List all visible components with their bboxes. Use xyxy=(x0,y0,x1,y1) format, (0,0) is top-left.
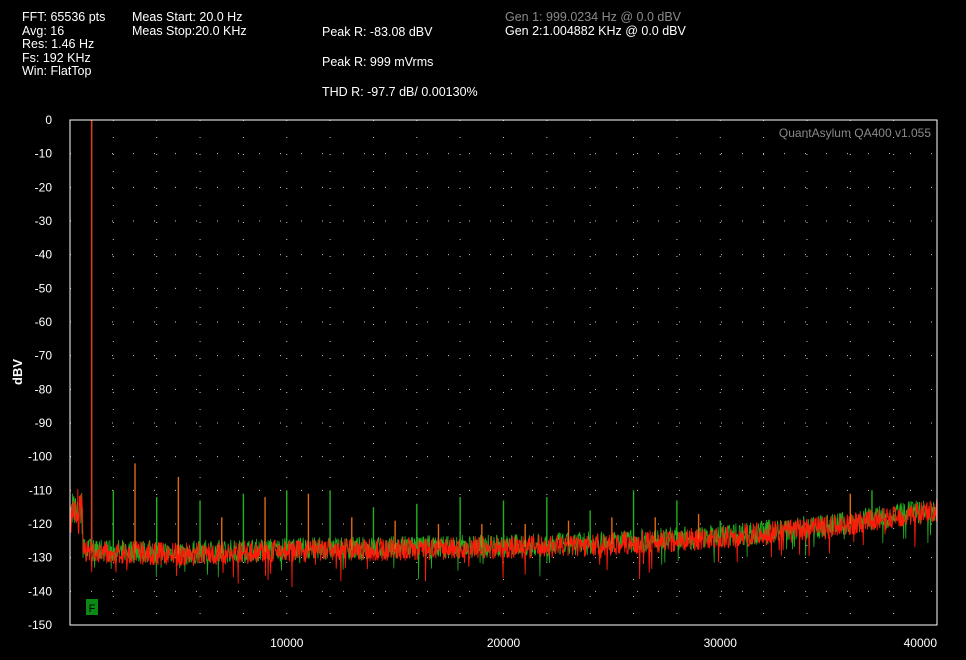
y-tick-label: -30 xyxy=(35,214,53,228)
y-tick-label: -20 xyxy=(35,180,53,194)
y-tick-label: -100 xyxy=(28,450,52,464)
window-type: Win: FlatTop xyxy=(22,64,92,78)
y-tick-label: -70 xyxy=(35,349,53,363)
peak-mvrms: Peak R: 999 mVrms xyxy=(322,55,434,69)
y-tick-label: -120 xyxy=(28,517,52,531)
thd-readout: THD R: -97.7 dB/ 0.00130% xyxy=(322,85,478,99)
meas-stop: Meas Stop:20.0 KHz xyxy=(132,23,247,38)
watermark: QuantAsylum QA400 v1.055 xyxy=(779,126,931,140)
gen2-readout: Gen 2:1.004882 KHz @ 0.0 dBV xyxy=(505,23,686,38)
x-tick-label: 10000 xyxy=(270,636,304,650)
generator-block: Gen 1: 999.0234 Hz @ 0.0 dBV Gen 2:1.004… xyxy=(505,10,686,38)
y-tick-label: -150 xyxy=(28,618,52,632)
y-tick-label: 0 xyxy=(45,113,52,127)
marker-f[interactable]: F xyxy=(86,599,98,615)
measurement-range: Meas Start: 20.0 Hz Meas Stop:20.0 KHz xyxy=(132,10,247,38)
resolution: Res: 1.46 Hz xyxy=(22,37,95,51)
y-tick-label: -80 xyxy=(35,382,53,396)
marker-label: F xyxy=(89,603,96,615)
y-tick-label: -50 xyxy=(35,281,53,295)
y-tick-label: -90 xyxy=(35,416,53,430)
y-tick-label: -10 xyxy=(35,147,53,161)
x-axis-ticks: 10000 20000 30000 40000 xyxy=(270,636,937,650)
fft-settings-block: FFT: 65536 pts Avg: 16 Res: 1.46 Hz Fs: … xyxy=(22,10,106,79)
averages: Avg: 16 xyxy=(22,23,65,38)
x-tick-label: 20000 xyxy=(487,636,521,650)
fft-points: FFT: 65536 pts xyxy=(22,10,106,24)
traces xyxy=(69,120,938,588)
peak-dbv: Peak R: -83.08 dBV xyxy=(322,25,433,39)
gen1-readout: Gen 1: 999.0234 Hz @ 0.0 dBV xyxy=(505,10,681,24)
y-axis-label: dBV xyxy=(10,359,25,385)
y-tick-label: -110 xyxy=(29,483,52,497)
meas-start: Meas Start: 20.0 Hz xyxy=(132,10,243,24)
y-tick-label: -60 xyxy=(35,315,53,329)
y-tick-label: -140 xyxy=(28,584,52,598)
sample-rate: Fs: 192 KHz xyxy=(22,50,91,65)
x-tick-label: 30000 xyxy=(704,636,738,650)
x-tick-label: 40000 xyxy=(904,636,938,650)
y-axis-ticks: 0 -10 -20 -30 -40 -50 -60 -70 -80 -90 -100 -110 -120… xyxy=(28,113,52,632)
plot-frame xyxy=(69,119,938,626)
y-tick-label: -40 xyxy=(35,248,53,262)
y-tick-label: -130 xyxy=(28,551,52,565)
